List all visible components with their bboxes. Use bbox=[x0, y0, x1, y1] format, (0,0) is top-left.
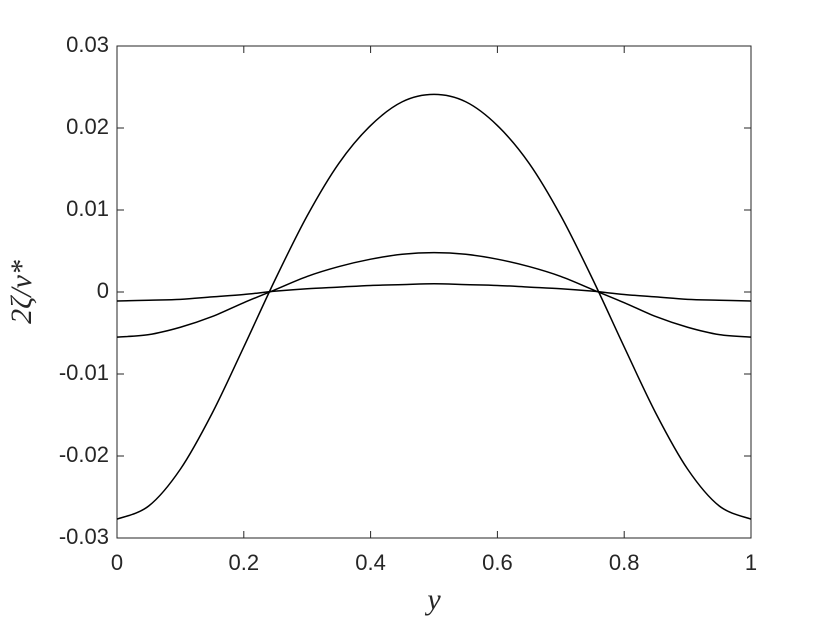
line-series bbox=[116, 283, 752, 302]
y-tick-label: -0.01 bbox=[59, 360, 109, 385]
x-tick-label: 1 bbox=[745, 550, 757, 575]
x-tick-label: 0.6 bbox=[482, 550, 513, 575]
x-tick-label: 0.8 bbox=[609, 550, 640, 575]
y-tick-label: 0.01 bbox=[66, 196, 109, 221]
y-tick-label: 0.03 bbox=[66, 32, 109, 57]
y-tick-label: -0.03 bbox=[59, 524, 109, 549]
y-axis-label: 2ζ/v* bbox=[5, 260, 38, 324]
x-tick-label: 0.2 bbox=[229, 550, 260, 575]
x-tick-label: 0.4 bbox=[355, 550, 386, 575]
plot-frame bbox=[116, 45, 752, 539]
x-tick-label: 0 bbox=[111, 550, 123, 575]
line-series bbox=[116, 251, 752, 338]
y-tick-label: 0.02 bbox=[66, 114, 109, 139]
x-axis-label: y bbox=[424, 583, 441, 616]
line-series bbox=[116, 93, 752, 520]
y-tick-label: 0 bbox=[97, 278, 109, 303]
y-tick-label: -0.02 bbox=[59, 442, 109, 467]
